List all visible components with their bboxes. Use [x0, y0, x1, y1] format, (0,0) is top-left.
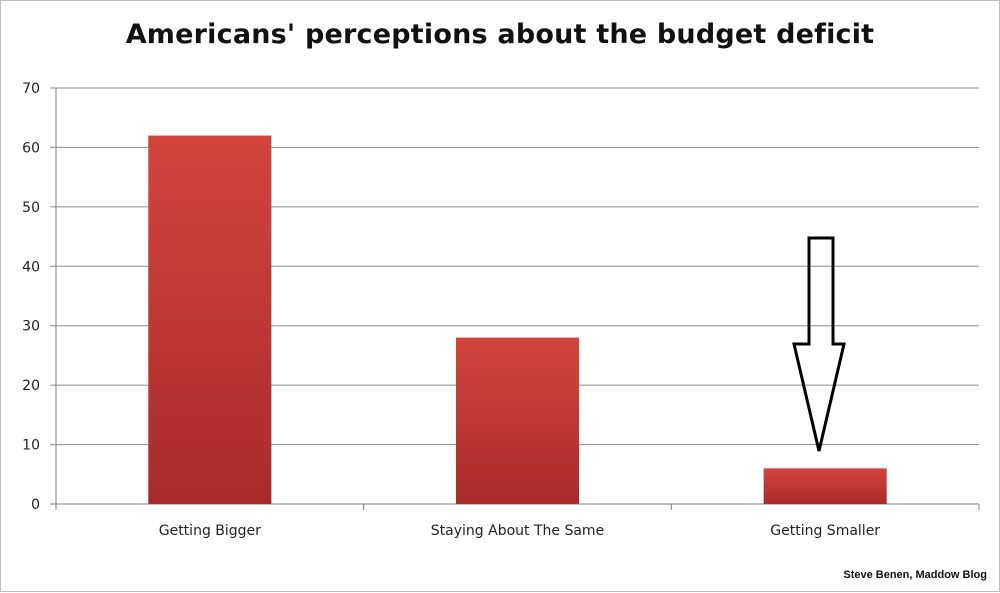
y-tick-label: 40 — [22, 259, 40, 275]
y-tick-label: 70 — [22, 81, 40, 97]
arrow-down-icon — [792, 236, 846, 452]
y-tick-label: 20 — [22, 378, 40, 394]
y-tick-label: 0 — [31, 497, 40, 513]
x-category-label: Getting Smaller — [770, 523, 880, 539]
y-tick-label: 60 — [22, 140, 40, 156]
y-tick-label: 10 — [22, 438, 40, 454]
bar — [148, 135, 272, 505]
bar — [455, 337, 580, 504]
x-category-label: Getting Bigger — [159, 523, 261, 539]
chart-title: Americans' perceptions about the budget … — [125, 19, 875, 50]
y-tick-label: 30 — [22, 319, 40, 335]
chart-credit: Steve Benen, Maddow Blog — [843, 569, 987, 581]
x-category-label: Staying About The Same — [431, 523, 604, 539]
bar — [763, 468, 887, 504]
y-tick-label: 50 — [22, 200, 40, 216]
